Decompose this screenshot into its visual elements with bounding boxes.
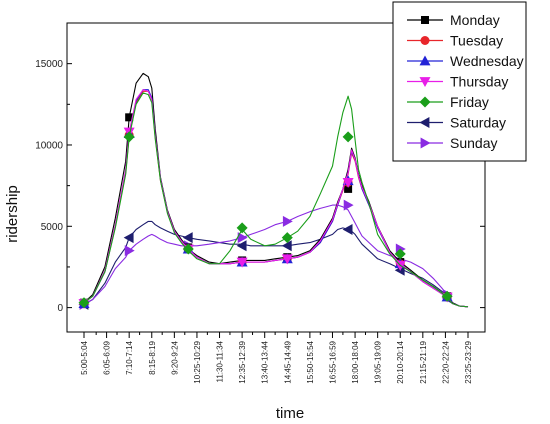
data-point-friday — [394, 248, 406, 260]
x-tick-label: 21:15-21:19 — [419, 340, 428, 383]
series-sunday — [79, 199, 469, 310]
series-line-saturday — [83, 220, 469, 308]
legend-label-friday: Friday — [450, 94, 489, 110]
x-tick-label: 6:05-6:09 — [103, 340, 112, 374]
data-point-sunday — [343, 199, 354, 211]
y-tick-label: 0 — [57, 303, 63, 314]
series-saturday — [78, 220, 469, 310]
data-point-thursday — [342, 177, 354, 188]
x-tick-label: 18:00-18:04 — [351, 340, 360, 383]
legend: Monday Tuesday Wednesday Thursday Friday Satu… — [392, 1, 527, 162]
x-tick-label: 16:55-16:59 — [328, 340, 337, 383]
x-tick-label: 12:35-12:39 — [238, 340, 247, 383]
data-point-thursday — [281, 254, 293, 265]
data-point-friday — [342, 131, 354, 143]
x-tick-label: 22:20-22:24 — [441, 340, 450, 383]
data-point-saturday — [236, 240, 247, 252]
data-point-friday — [441, 290, 453, 302]
legend-label-tuesday: Tuesday — [450, 33, 503, 49]
data-point-friday — [236, 222, 248, 234]
data-point-saturday — [281, 240, 292, 252]
data-point-friday — [123, 131, 135, 143]
legend-item-saturday: Saturday — [407, 115, 506, 131]
data-point-saturday — [342, 224, 353, 236]
x-tick-label: 23:25-23:29 — [464, 340, 473, 383]
series-line-sunday — [83, 204, 469, 308]
plot-area: 0 5000 10000 15000 5:00-5:04 6:05-6:09 7:10-7:… — [35, 22, 486, 384]
series-layer — [78, 72, 469, 310]
x-tick-label: 8:15-8:19 — [148, 340, 157, 374]
data-point-sunday — [237, 232, 248, 244]
legend-item-wednesday: Wednesday — [407, 53, 524, 69]
legend-item-tuesday: Tuesday — [407, 33, 503, 49]
legend-marker-monday — [421, 16, 429, 24]
legend-item-thursday: Thursday — [407, 74, 508, 90]
legend-label-monday: Monday — [450, 12, 500, 28]
data-point-sunday — [124, 245, 135, 257]
x-tick-label: 20:10-20:14 — [396, 340, 405, 383]
y-tick-label: 10000 — [35, 140, 63, 151]
series-friday — [78, 92, 469, 309]
legend-marker-friday — [419, 96, 431, 108]
y-tick-label: 5000 — [41, 222, 64, 233]
data-point-thursday — [236, 257, 248, 268]
legend-label-saturday: Saturday — [450, 115, 506, 131]
data-point-saturday — [123, 232, 134, 244]
x-tick-label: 11:30-11:34 — [216, 340, 225, 382]
data-point-monday — [125, 113, 134, 122]
x-tick-label: 13:40-13:44 — [261, 340, 270, 383]
x-tick-label: 10:25-10:29 — [193, 340, 202, 383]
legend-item-monday: Monday — [407, 12, 500, 28]
data-point-friday — [78, 297, 90, 309]
x-tick-label: 9:20-9:24 — [170, 340, 179, 374]
y-axis-label: ridership — [4, 185, 21, 243]
y-tick-label: 15000 — [35, 59, 63, 70]
legend-label-thursday: Thursday — [450, 74, 508, 90]
data-point-friday — [182, 243, 194, 255]
legend-label-wednesday: Wednesday — [450, 53, 524, 69]
legend-item-friday: Friday — [407, 94, 489, 110]
legend-marker-tuesday — [420, 36, 430, 45]
x-tick-label: 19:05-19:09 — [374, 340, 383, 383]
data-point-friday — [281, 232, 293, 244]
x-tick-label: 5:00-5:04 — [80, 340, 89, 374]
series-line-friday — [83, 92, 469, 308]
x-tick-label: 7:10-7:14 — [125, 340, 134, 374]
data-point-monday — [344, 184, 353, 193]
x-axis-label: time — [276, 405, 304, 422]
data-point-sunday — [282, 215, 293, 227]
legend-marker-sunday — [420, 137, 431, 149]
x-tick-label: 15:50-15:54 — [306, 340, 315, 383]
legend-label-sunday: Sunday — [450, 135, 497, 151]
legend-item-sunday: Sunday — [407, 135, 497, 151]
plot-frame — [66, 22, 486, 333]
legend-marker-thursday — [419, 77, 431, 87]
data-point-saturday — [182, 232, 193, 244]
x-tick-label: 14:45-14:49 — [283, 340, 292, 383]
legend-marker-wednesday — [419, 55, 431, 66]
legend-marker-saturday — [419, 117, 430, 128]
